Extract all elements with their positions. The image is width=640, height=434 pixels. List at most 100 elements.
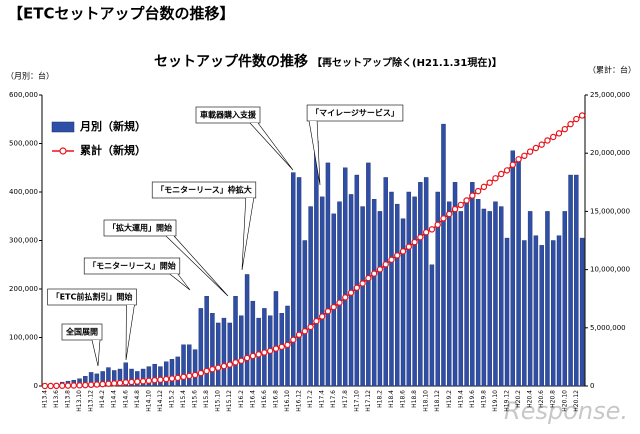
bar: [527, 211, 533, 387]
line-marker: [180, 373, 187, 381]
x-tick-label: H13.12: [88, 390, 95, 412]
x-tick-label: H20.4: [527, 390, 534, 408]
x-tick-label: H14.4: [111, 390, 118, 408]
bar: [447, 201, 452, 387]
bar: [516, 157, 521, 387]
bar: [562, 211, 568, 387]
x-tick-label: H16.4: [249, 390, 256, 408]
line-marker: [411, 238, 418, 246]
x-tick-label: H18.2: [376, 390, 383, 408]
bar: [210, 313, 215, 387]
x-tick-label: H17.10: [353, 390, 360, 412]
bar: [429, 264, 435, 387]
x-tick-label: H17.2: [307, 390, 314, 408]
line-marker: [405, 243, 413, 250]
line-marker: [469, 192, 476, 199]
bar: [175, 356, 180, 387]
line-marker: [463, 197, 470, 204]
annotation-pointer: [308, 120, 321, 186]
line-marker: [434, 221, 441, 228]
bar: [302, 240, 308, 387]
bar: [129, 368, 134, 387]
bar: [568, 174, 573, 387]
x-tick-label: H14.10: [145, 390, 152, 412]
bar: [198, 308, 204, 387]
line-marker: [220, 362, 228, 370]
bar: [187, 344, 192, 387]
line-marker: [573, 115, 580, 123]
line-marker: [370, 270, 378, 277]
annotation-box: [61, 323, 103, 341]
bar: [123, 362, 128, 387]
line-marker: [243, 354, 251, 362]
y-tick-label: 500,000: [9, 140, 38, 148]
bar: [458, 211, 464, 387]
line-marker: [359, 280, 366, 287]
line-marker: [139, 378, 147, 385]
bar: [383, 177, 388, 387]
line-marker: [399, 248, 407, 255]
x-tick-label: H19.6: [469, 390, 476, 408]
y-axis-label: （月別：台）: [6, 71, 54, 81]
line-marker: [249, 352, 257, 360]
y-tick-label: 400,000: [9, 188, 38, 196]
line-marker: [261, 349, 268, 356]
x-tick-label: H17.4: [319, 390, 326, 408]
line-marker: [82, 381, 89, 389]
line-marker: [41, 382, 49, 390]
x-tick-label: H16.12: [296, 390, 303, 412]
line-marker: [93, 381, 101, 388]
bar: [487, 211, 492, 387]
x-tick-label: H20.2: [515, 390, 522, 408]
line-marker: [214, 364, 222, 371]
line-marker: [134, 378, 141, 385]
bar: [227, 322, 232, 387]
bar: [291, 172, 296, 387]
x-tick-label: H16.10: [284, 390, 291, 412]
line-marker: [515, 156, 522, 163]
line-marker: [64, 382, 72, 389]
line-marker: [59, 382, 66, 389]
annotation: 車載器購入支援: [195, 106, 294, 171]
line-marker: [76, 382, 83, 389]
line-marker: [440, 215, 447, 222]
annotation-text: 全国展開: [65, 327, 98, 337]
line-marker: [538, 141, 545, 148]
x-tick-label: H16.6: [261, 390, 268, 408]
x-tick-label: H18.10: [423, 390, 430, 412]
bar: [510, 150, 516, 387]
annotation: 全国展開: [61, 323, 103, 367]
annotation-box: [195, 106, 261, 124]
line-marker: [503, 167, 511, 174]
line-marker: [474, 187, 482, 195]
bar: [360, 206, 365, 387]
x-tick-label: H16.8: [272, 390, 279, 408]
bar: [262, 308, 267, 387]
line-marker: [428, 226, 436, 233]
line-marker: [168, 375, 176, 382]
bar: [504, 237, 510, 387]
annotation-pointer: [169, 273, 191, 291]
x-tick-label: H19.2: [446, 390, 453, 408]
annotation-text: 「マイレージサービス」: [311, 108, 399, 118]
bar: [331, 213, 336, 387]
bar: [314, 140, 319, 387]
bar: [308, 206, 313, 387]
line-marker: [290, 336, 297, 343]
line-marker: [295, 331, 303, 338]
chart-title: セットアップ件数の推移: [154, 53, 308, 70]
x-tick-label: H15.4: [180, 390, 187, 408]
line-marker: [47, 382, 54, 390]
x-tick-label: H15.12: [226, 390, 233, 412]
line-marker: [532, 144, 540, 152]
bar: [366, 162, 371, 387]
bar: [435, 191, 440, 387]
annotation-text: 「モニターリース」枠拡大: [156, 185, 252, 195]
line-marker: [544, 137, 551, 144]
annotation-box: [83, 257, 181, 275]
line-marker: [394, 252, 401, 259]
x-tick-label: H15.8: [203, 390, 210, 408]
annotation-box: [103, 219, 177, 237]
line-marker: [422, 229, 430, 236]
x-tick-label: H17.12: [365, 390, 372, 412]
